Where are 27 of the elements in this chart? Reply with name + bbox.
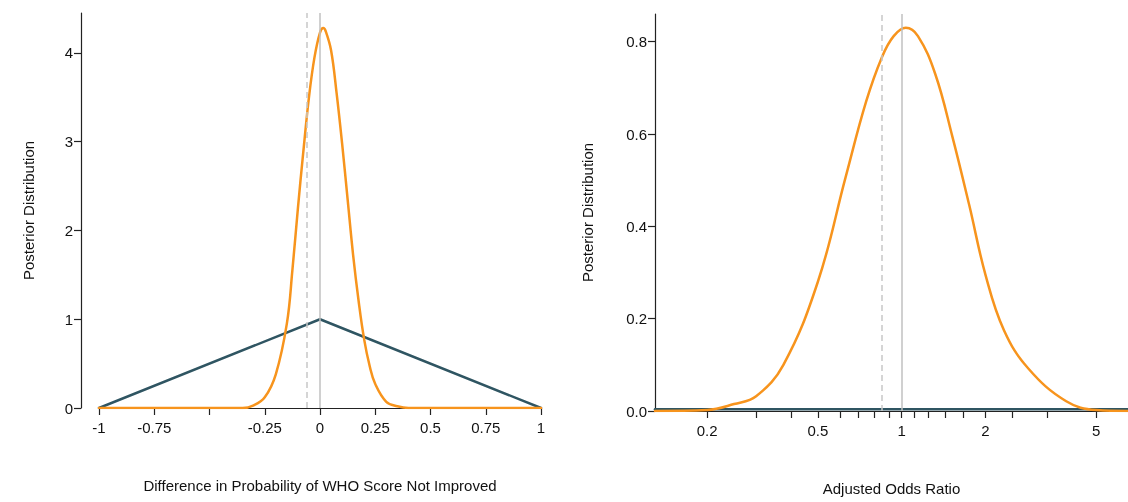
y-tick-label: 0.0 (626, 402, 647, 420)
y-tick-label: 0.2 (626, 310, 647, 328)
x-tick-label: -1 (92, 419, 106, 436)
y-axis-title: Posterior Distribution (579, 142, 596, 283)
x-tick-label: 0.75 (471, 419, 501, 436)
x-tick-label: 5 (1092, 422, 1101, 439)
y-tick-label: 1 (64, 310, 73, 328)
x-tick-label: 1 (897, 422, 906, 439)
x-tick-label: 0.5 (807, 422, 829, 439)
x-tick-label: 0.25 (360, 419, 390, 436)
y-tick-label: 4 (64, 44, 73, 62)
y-tick-label: 0.6 (626, 125, 647, 143)
y-tick-label: 0.8 (626, 33, 647, 51)
y-tick-label: 3 (64, 133, 73, 151)
y-tick-label: 0.4 (626, 217, 647, 235)
x-tick-label: 0.2 (696, 422, 718, 439)
x-tick-label: -0.25 (247, 419, 282, 436)
y-tick-label: 2 (64, 221, 73, 239)
x-tick-label: 0 (315, 419, 325, 436)
x-tick-label: 1 (536, 419, 546, 436)
x-axis-title: Difference in Probability of WHO Score Not Improved (143, 477, 497, 494)
y-tick-label: 0 (64, 399, 73, 417)
y-axis-title: Posterior Distribution (20, 140, 37, 281)
x-tick-label: -0.75 (137, 419, 172, 436)
x-tick-label: 2 (981, 422, 990, 439)
x-axis-title: Adjusted Odds Ratio (822, 480, 961, 497)
x-tick-label: 0.5 (420, 419, 441, 436)
